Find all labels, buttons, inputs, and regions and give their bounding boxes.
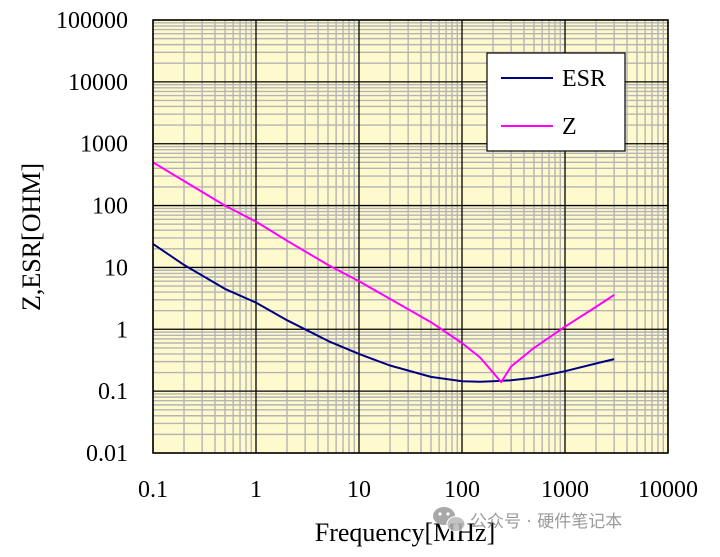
x-axis-label: Frequency[MHz] [315,518,496,547]
y-tick-label: 10000 [68,70,128,96]
y-tick-label: 0.1 [98,379,128,405]
watermark-text: 公众号 · 硬件笔记本 [470,512,622,532]
x-tick-label: 10 [347,477,371,503]
x-tick-label: 1000 [541,477,589,503]
x-tick-label: 1 [250,477,262,503]
wechat-icon [433,507,466,532]
x-axis-ticks: 0.1 1 10 100 1000 10000 [138,477,698,503]
legend-label-esr: ESR [562,66,606,92]
y-tick-label: 100 [92,194,128,220]
x-tick-label: 100 [444,477,480,503]
series-layer [152,161,615,384]
watermark: 公众号 · 硬件笔记本 [433,507,622,532]
y-axis-label: Z,ESR[OHM] [17,163,46,311]
series-line-z [152,161,615,384]
y-axis-ticks: 0.01 0.1 1 10 100 1000 10000 100000 [56,8,128,467]
legend: ESR Z [486,52,626,152]
legend-label-z: Z [562,114,577,140]
series-line-esr [152,243,615,383]
x-tick-label: 0.1 [138,477,168,503]
legend-box [486,52,626,152]
plot-frame [152,19,669,454]
y-tick-label: 100000 [56,8,128,34]
y-tick-label: 10 [104,255,128,281]
y-tick-label: 1000 [80,132,128,158]
y-tick-label: 0.01 [86,441,128,467]
y-tick-label: 1 [116,317,128,343]
x-tick-label: 10000 [638,477,698,503]
